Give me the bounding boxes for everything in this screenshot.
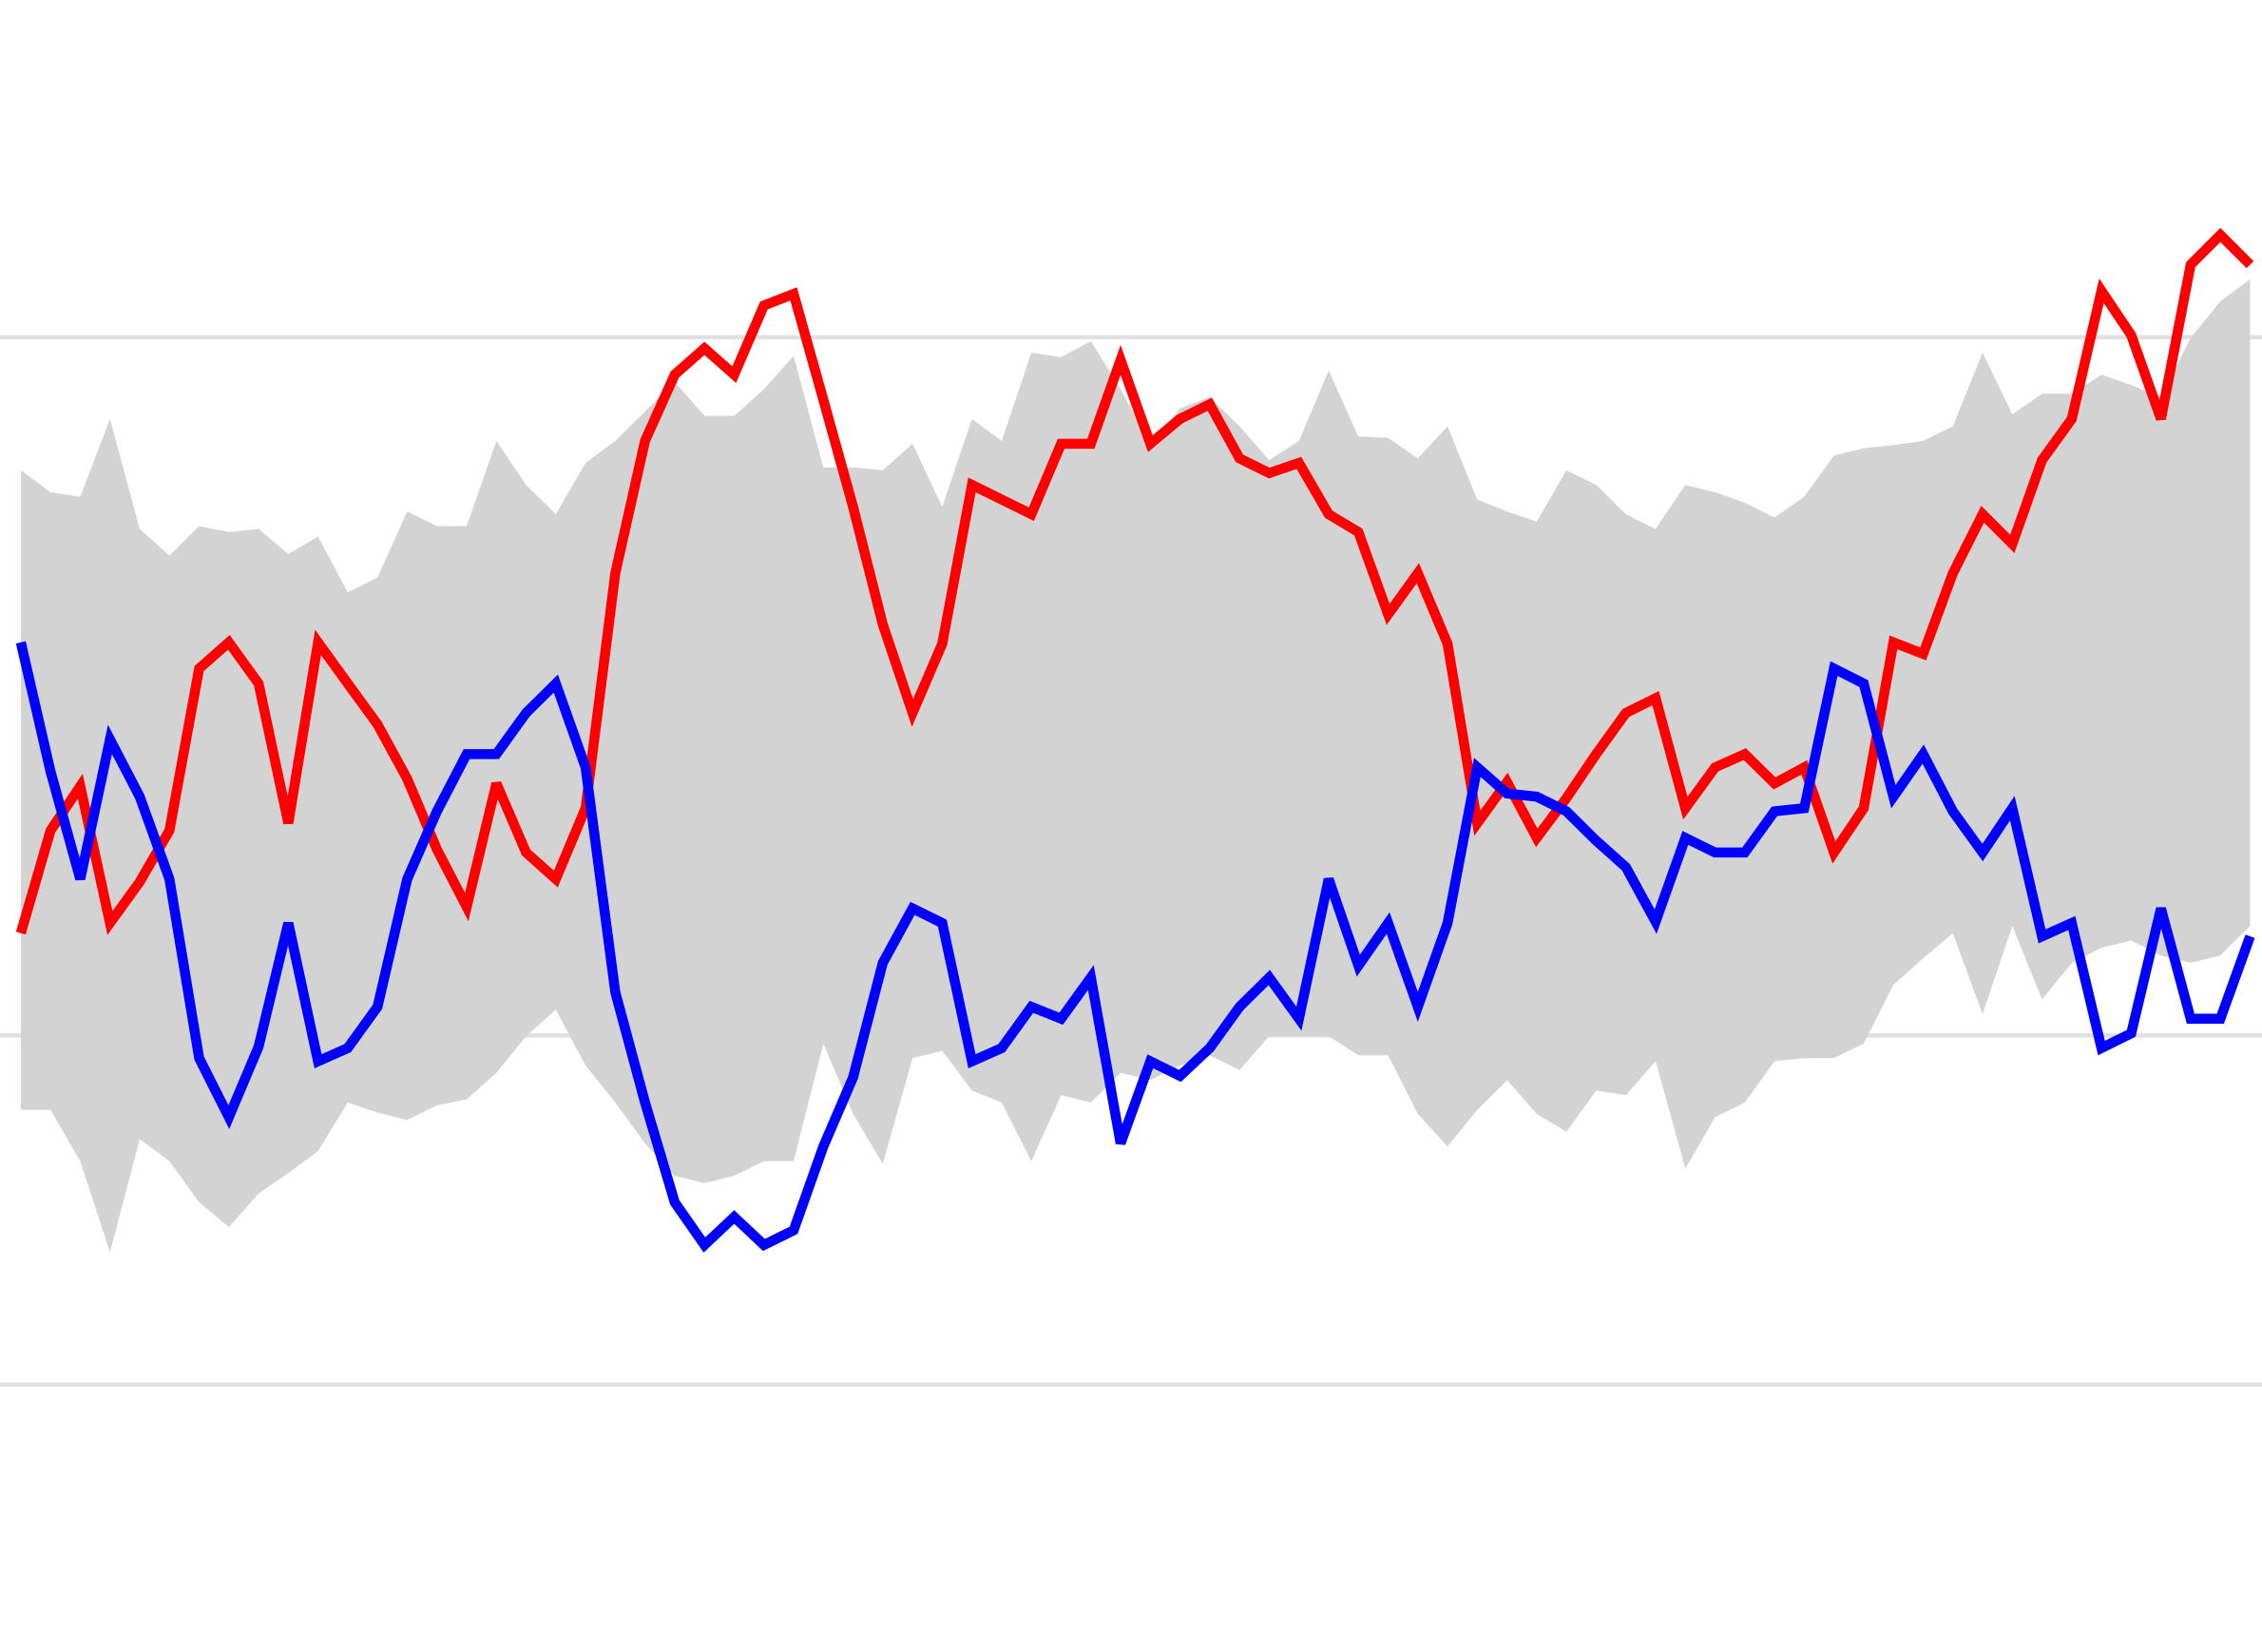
band [20,279,2251,1253]
series-line [15,641,2255,1253]
